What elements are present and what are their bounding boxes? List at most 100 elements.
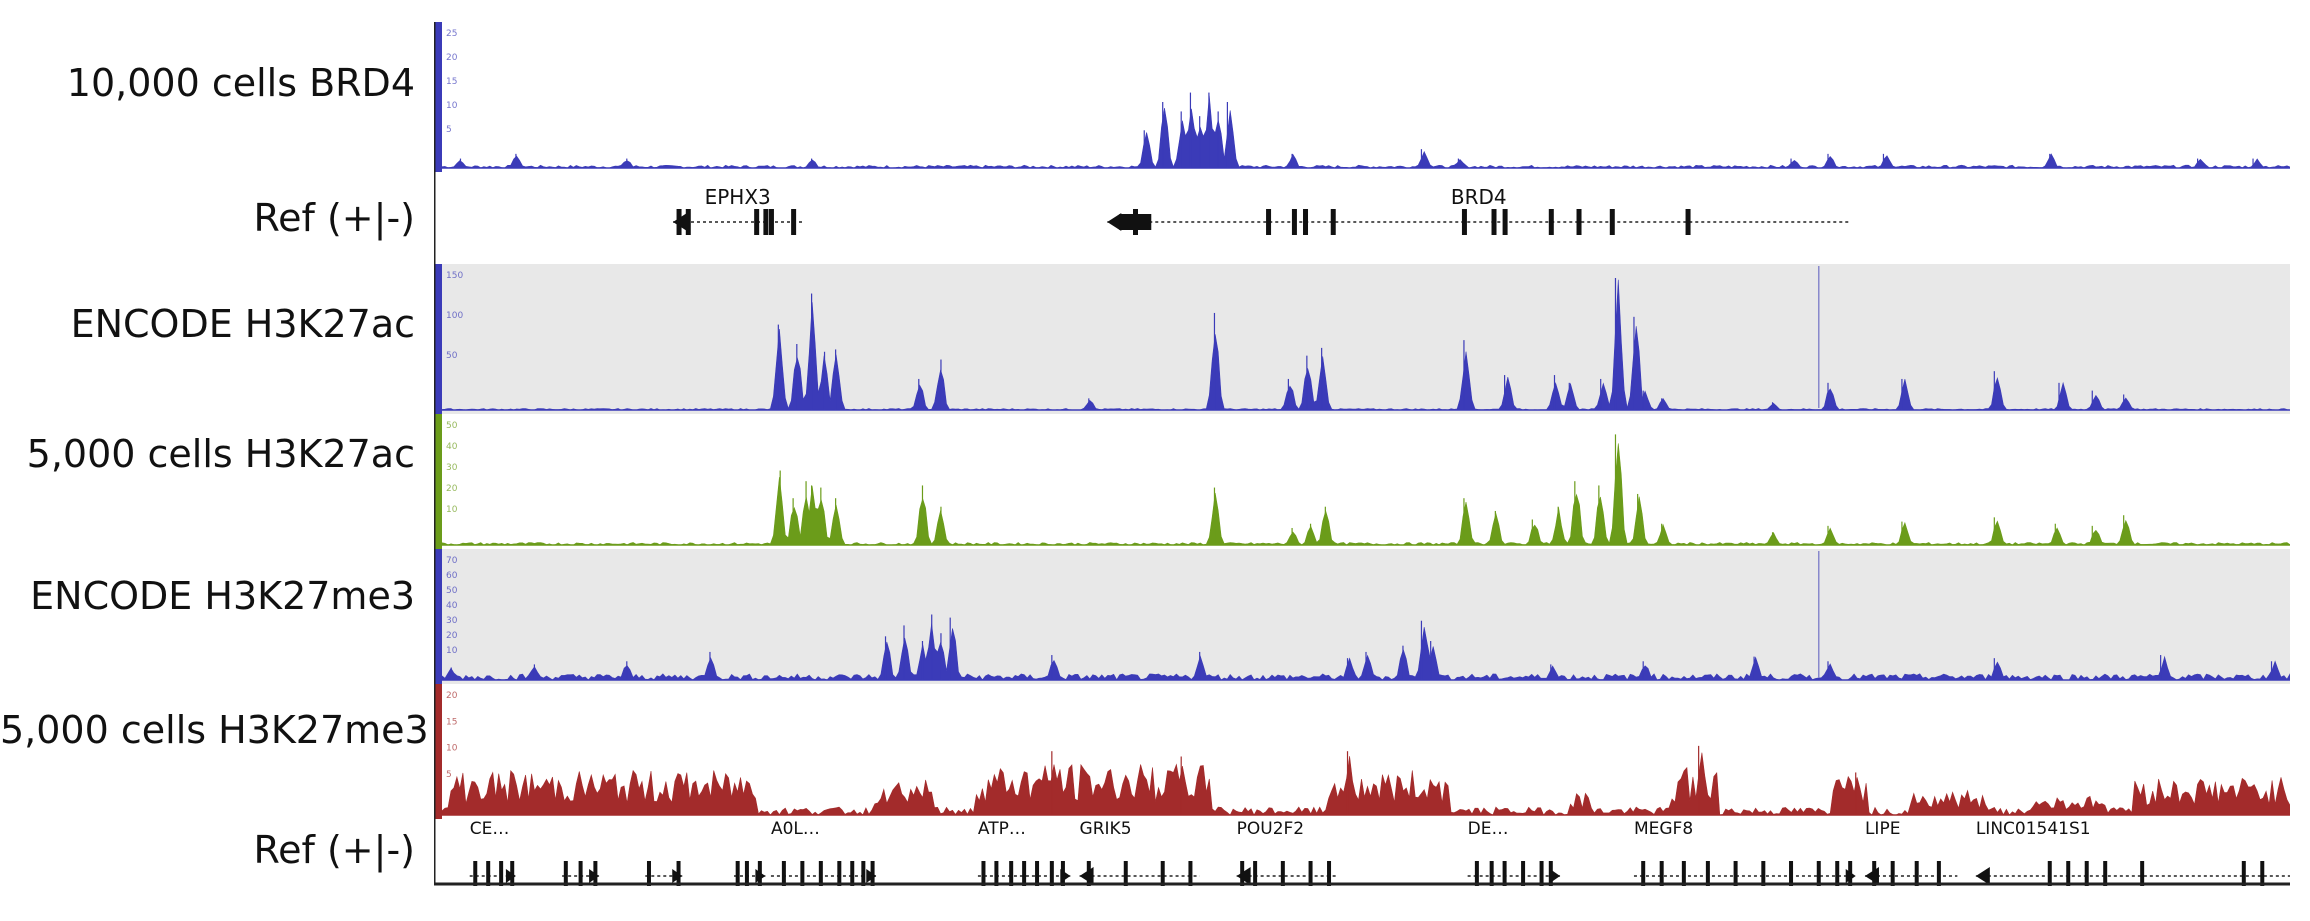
- gene: LIPE: [1864, 819, 1958, 886]
- gene-exon: [1685, 209, 1691, 235]
- tick-label: 20: [446, 691, 458, 701]
- gene-exon: [1705, 861, 1710, 886]
- gene: EPHX3: [673, 185, 803, 235]
- gene-exon: [1280, 861, 1285, 886]
- track-background: [442, 22, 2290, 172]
- track-label-encode-h3k27me3: ENCODE H3K27me3: [30, 574, 415, 618]
- tick-label: 20: [446, 631, 458, 641]
- gene-exon: [499, 861, 504, 886]
- track-label-ref-top: Ref (+|-): [253, 196, 415, 240]
- gene: CE…: [469, 819, 516, 886]
- gene: A0L…: [771, 819, 877, 886]
- track-axis-bar: [434, 684, 442, 819]
- tick-label: 10: [446, 505, 458, 515]
- gene-exon: [1539, 861, 1544, 886]
- gene-exon: [2066, 861, 2071, 886]
- tick-label: 20: [446, 53, 458, 63]
- gene-exon: [768, 209, 774, 235]
- tick-label: 5: [446, 125, 452, 135]
- tick-label: 25: [446, 29, 457, 39]
- track-background: [442, 264, 2290, 414]
- tick-label: 10: [446, 744, 458, 754]
- gene-exon: [2241, 861, 2246, 886]
- tick-label: 40: [446, 442, 458, 452]
- gene-exon: [763, 209, 769, 235]
- gene-exon: [1761, 861, 1766, 886]
- gene: ATP…: [977, 819, 1071, 886]
- track-label-encode-h3k27ac: ENCODE H3K27ac: [70, 302, 415, 346]
- track-axis-bar: [434, 22, 442, 172]
- track-label-5000-h3k27me3: 5,000 cells H3K27me3: [0, 708, 429, 752]
- tick-label: 30: [446, 616, 458, 626]
- tick-label: 60: [446, 571, 458, 581]
- gene-exon: [486, 861, 491, 886]
- track-label-brd4: 10,000 cells BRD4: [66, 61, 415, 105]
- gene-exon: [1502, 209, 1508, 235]
- track-5: 20 15 10 5: [434, 684, 2290, 819]
- strand-arrow: [1060, 869, 1071, 883]
- tick-label: 50: [446, 351, 458, 361]
- gene-exon: [744, 861, 749, 886]
- tick-label: 40: [446, 601, 458, 611]
- strand-arrow: [673, 213, 687, 231]
- gene-exon: [646, 861, 651, 886]
- gene: GRIK5: [1079, 819, 1200, 886]
- gene: POU2F2: [1236, 819, 1339, 886]
- gene-label: GRIK5: [1080, 819, 1132, 839]
- tick-label: 50: [446, 421, 458, 431]
- gene-exon: [1491, 209, 1497, 235]
- strand-arrow: [1845, 869, 1856, 883]
- gene-exon: [1035, 861, 1040, 886]
- track-3: 50 40 30 20 10: [434, 414, 2290, 549]
- gene-exon: [2260, 861, 2265, 886]
- gene-exon: [1816, 861, 1821, 886]
- tick-label: 70: [446, 556, 458, 566]
- gene-exon: [1160, 861, 1165, 886]
- gene-exon: [754, 209, 760, 235]
- gene: LINC01541S1: [1975, 819, 2290, 886]
- track-1: EPHX3 BRD4: [442, 172, 2290, 280]
- tick-label: 100: [446, 311, 463, 321]
- track-axis-bar: [434, 264, 442, 414]
- signal-area: [441, 95, 2290, 169]
- strand-arrow: [1107, 213, 1122, 231]
- gene-exon: [1609, 209, 1615, 235]
- strand-arrow: [1975, 867, 1990, 885]
- strand-arrow: [589, 869, 600, 883]
- track-label-5000-h3k27ac: 5,000 cells H3K27ac: [26, 432, 415, 476]
- gene-label: LINC01541S1: [1976, 819, 2091, 839]
- gene-exon: [1936, 861, 1941, 886]
- gene-exon: [1330, 209, 1336, 235]
- tick-label: 150: [446, 271, 463, 281]
- gene-exon: [1681, 861, 1686, 886]
- gene: DE…: [1467, 819, 1561, 886]
- tick-label: 10: [446, 646, 458, 656]
- strand-arrow: [1079, 867, 1094, 885]
- track-axis-bar: [434, 414, 442, 549]
- track-label-ref-bottom: Ref (+|-): [253, 828, 415, 872]
- gene-exon: [1303, 209, 1309, 235]
- tick-label: 30: [446, 463, 458, 473]
- gene-exon: [1659, 861, 1664, 886]
- gene-exon: [1914, 861, 1919, 886]
- gene-exon: [1009, 861, 1014, 886]
- gene-exon: [1733, 861, 1738, 886]
- gene-exon: [800, 861, 805, 886]
- gene-exon: [861, 861, 866, 886]
- gene-label: MEGF8: [1634, 819, 1693, 839]
- gene-exon: [981, 861, 986, 886]
- tick-label: 20: [446, 484, 458, 494]
- track-6: CE… A0L… ATP… GRIK5 POU2F2 DE… MEGF8 LIPE LINC01…: [442, 819, 2290, 886]
- gene-exon: [1123, 861, 1128, 886]
- gene-exon: [2047, 861, 2052, 886]
- strand-arrow: [866, 869, 877, 883]
- gene: BRD4: [1107, 185, 1851, 235]
- strand-arrow: [755, 869, 766, 883]
- gene-label: LIPE: [1865, 819, 1900, 839]
- gene-exon: [473, 861, 478, 886]
- gene-label: DE…: [1468, 819, 1509, 839]
- gene-exon: [1308, 861, 1313, 886]
- gene-label: BRD4: [1451, 185, 1507, 209]
- gene-exon: [735, 861, 740, 886]
